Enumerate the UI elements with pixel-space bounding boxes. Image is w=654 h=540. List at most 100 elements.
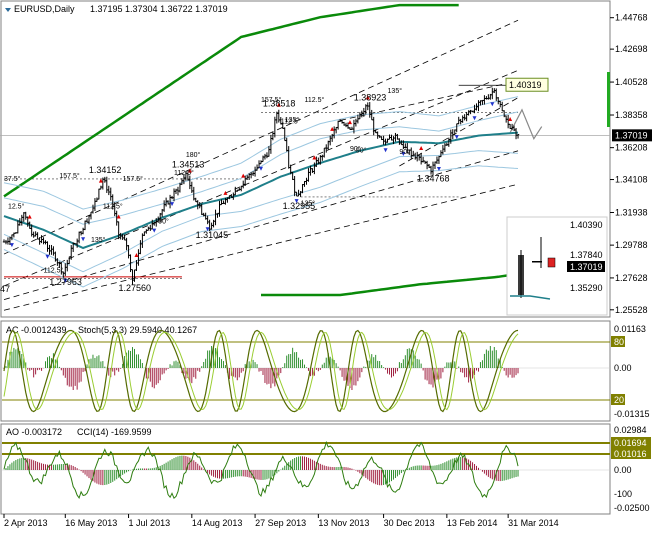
inset-current-bg: [567, 261, 605, 272]
fractal-up-marker: [347, 120, 352, 125]
swing-label: 1.27963: [49, 277, 82, 287]
fractal-down-marker: [81, 237, 86, 242]
ac-axis-label: 0.00: [614, 363, 632, 373]
inset-label-current: 1.37019: [570, 262, 603, 272]
bb-inner-band: [3, 165, 519, 288]
ac-stoch-header: AC -0.0012439 Stoch(5,3,3) 29.5940 40.12…: [6, 325, 197, 335]
ao-axis-label: -0.02500: [614, 503, 650, 513]
fractal-up-marker: [241, 173, 246, 178]
fractal-up-marker: [276, 102, 281, 107]
swing-label: 1.34768: [417, 173, 450, 183]
symbol-label: EURUSD,Daily: [14, 4, 75, 14]
price-axis-label: 1.31938: [615, 207, 648, 217]
fractal-down-marker: [45, 254, 50, 259]
inset-label-high: 1.40390: [570, 220, 603, 230]
angle-label: 157.5°: [261, 96, 282, 104]
fractal-down-marker: [152, 228, 157, 233]
swing-label: 1.34152: [89, 165, 122, 175]
fractal-up-marker: [330, 126, 335, 131]
fractal-up-marker: [223, 190, 228, 195]
key-level-box: [505, 77, 549, 92]
channel-line: [3, 150, 519, 300]
angle-label: 112.5°: [281, 117, 301, 125]
angle-label: 90°: [399, 148, 410, 156]
stoch-level-badge: [611, 394, 625, 405]
stoch-level-label: 80: [614, 337, 624, 347]
channel-line: [399, 97, 519, 167]
angle-labels: 12.5°157.5°135°112.5°157.5°112.5°90°180°…: [4, 87, 410, 274]
price-axis-label: 1.38358: [615, 110, 648, 120]
angle-label: 112.5°: [103, 203, 123, 211]
fractal-down-marker: [294, 199, 299, 204]
ao-axis-label: 0.02984: [614, 425, 647, 435]
stoch-main-line: [3, 329, 519, 413]
ao-cci-header: AO -0.003172 CCI(14) -169.9599: [6, 427, 152, 437]
swing-labels: 1.34152 1.27963 1.27560 1.34513 1.31045 1.385…: [0, 92, 450, 293]
cci-level-label: 0.01694: [614, 438, 647, 448]
time-axis-label: 30 Dec 2013: [384, 518, 435, 528]
inset-label-low: 1.35290: [570, 283, 603, 293]
current-price-badge: 1.37019: [612, 129, 652, 142]
cci-level-upper: [2, 442, 610, 444]
inset-ma: [510, 295, 551, 300]
fractal-up-marker: [116, 214, 121, 219]
inset-candle-widget: 1.40390 1.37840 1.37019 1.35290: [506, 216, 608, 316]
moving-average: [3, 131, 519, 250]
ohlc-label: 1.37195 1.37304 1.36722 1.37019: [90, 4, 228, 14]
price-axis-label: 1.34108: [615, 175, 648, 185]
angle-label: 135°: [301, 199, 316, 207]
angle-label: 112.5°: [44, 266, 64, 274]
angle-label: 135°: [388, 87, 403, 95]
price-pane-header: EURUSD,Daily 1.37195 1.37304 1.36722 1.3…: [5, 4, 228, 14]
cci-level-lower: [2, 453, 610, 455]
stoch-level-badge: [611, 336, 625, 347]
fractal-down-marker: [205, 227, 210, 232]
fractal-up-marker: [365, 95, 370, 100]
fractal-up-marker: [134, 253, 139, 258]
bb-outer-upper: [3, 3, 459, 198]
stoch-signal-line: [3, 331, 519, 411]
inset-doji: [532, 261, 542, 263]
price-axis-label: 1.40528: [615, 77, 648, 87]
ac-stoch-pane[interactable]: [0, 320, 611, 422]
angle-label: 37.5°: [4, 175, 21, 183]
time-axis-label: 13 Nov 2013: [318, 518, 369, 528]
pane-collapse-icon[interactable]: [5, 8, 11, 12]
key-level-label: 1.40319: [509, 80, 542, 90]
fractal-up-marker: [187, 168, 192, 173]
price-axis: 1.44768 1.42698 1.40528 1.38358 1.36208 1.341…: [610, 13, 648, 315]
cci-level-badge: [611, 437, 651, 448]
ac-label: AC -0.0012439: [6, 325, 67, 335]
angle-label: 180°: [186, 151, 201, 159]
swing-label: 1.27560: [119, 283, 152, 293]
ac-axis-label: -0.01315: [614, 409, 650, 419]
angle-label: 12.5°: [8, 203, 25, 211]
time-axis: 2 Apr 2013 16 May 2013 1 Jul 2013 14 Aug 20…: [3, 514, 559, 528]
ac-axis-label: 0.01163: [614, 324, 646, 334]
angle-label: 90°: [350, 145, 361, 153]
fractal-up-marker: [508, 116, 513, 121]
price-axis-label: 1.36208: [615, 143, 648, 153]
fractal-up-marker: [312, 155, 317, 160]
ao-label: AO -0.003172: [6, 427, 62, 437]
fractal-down-marker: [490, 102, 495, 107]
swing-label: 1.32955: [283, 201, 316, 211]
swing-label: 2747: [0, 284, 10, 294]
bb-inner-band: [3, 96, 519, 210]
fractal-up-marker: [98, 178, 103, 183]
scroll-indicator[interactable]: [607, 72, 610, 127]
bb-inner-band: [3, 111, 519, 225]
fractal-up-marker: [27, 214, 32, 219]
current-price-box: [612, 129, 652, 142]
ao-cci-pane[interactable]: [0, 423, 611, 515]
price-axis-label: 1.29788: [615, 240, 648, 250]
swing-label: 1.38923: [354, 92, 387, 102]
angle-label: 112.5°: [174, 169, 194, 177]
bb-outer-lower: [261, 272, 519, 297]
price-bars: [2, 87, 520, 285]
bollinger-bands: [3, 3, 519, 297]
fractal-up-marker: [419, 145, 424, 150]
swing-label: 1.31045: [196, 230, 229, 240]
time-axis-label: 31 Mar 2014: [508, 518, 559, 528]
